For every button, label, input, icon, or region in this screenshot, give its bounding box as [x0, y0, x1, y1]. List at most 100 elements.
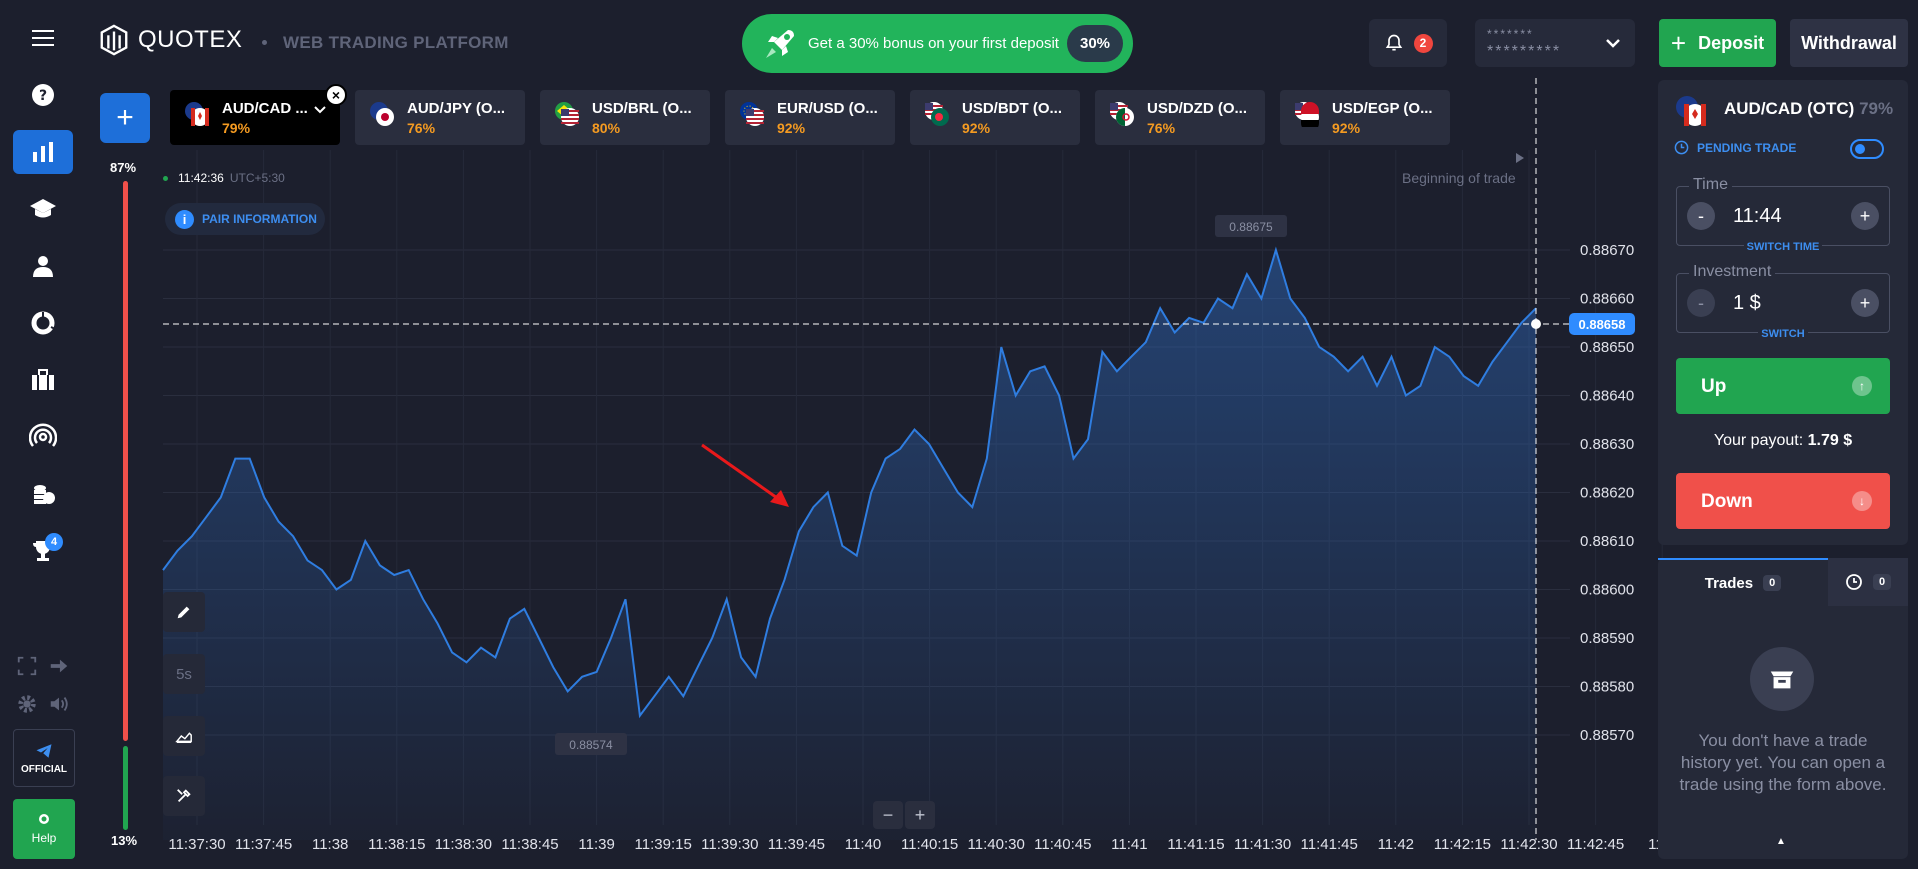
- deposit-label: Deposit: [1698, 32, 1765, 53]
- trades-panel: Trades 0 0 You don't have a trade histor…: [1658, 558, 1908, 859]
- fullscreen-icon[interactable]: [15, 654, 39, 678]
- asset-tab-payout: 92%: [1332, 120, 1361, 136]
- tab-history[interactable]: 0: [1828, 558, 1908, 606]
- zoom-out-button[interactable]: −: [873, 801, 903, 829]
- time-decrease-button[interactable]: -: [1687, 202, 1715, 230]
- selected-asset[interactable]: AUD/CAD (OTC) 79%: [1724, 99, 1893, 119]
- beginning-marker-icon: [1516, 153, 1524, 163]
- settings-gear-icon[interactable]: [15, 692, 39, 716]
- withdrawal-button[interactable]: Withdrawal: [1790, 19, 1908, 67]
- current-price-dot: [1531, 319, 1541, 329]
- analytics-icon[interactable]: [13, 301, 73, 345]
- sentiment-down-percent: 13%: [111, 833, 138, 848]
- promo-bonus-banner[interactable]: Get a 30% bonus on your first deposit 30…: [742, 14, 1133, 73]
- y-tick-label: 0.88670: [1580, 242, 1634, 259]
- tab-trades[interactable]: Trades 0: [1658, 558, 1828, 606]
- up-button[interactable]: Up ↑: [1676, 358, 1890, 414]
- y-tick-label: 0.88650: [1580, 339, 1634, 356]
- asset-tab-aud-jpy[interactable]: AUD/JPY (O... 76%: [355, 90, 525, 145]
- area-chart-icon: [175, 732, 192, 744]
- asset-tab-payout: 92%: [962, 120, 991, 136]
- chevron-down-icon: [1606, 39, 1620, 48]
- x-tick-label: 11:42:30: [1500, 836, 1557, 853]
- asset-tab-aud-cad[interactable]: AUD/CAD ... 79% ×: [170, 84, 347, 145]
- bell-icon: [1385, 34, 1402, 51]
- asset-tab-usd-brl[interactable]: USD/BRL (O... 80%: [540, 90, 710, 145]
- asset-tab-usd-dzd[interactable]: USD/DZD (O... 76%: [1095, 90, 1265, 145]
- pending-trade-toggle[interactable]: [1850, 139, 1884, 159]
- high-price-value: 0.88675: [1229, 220, 1273, 234]
- market-icon[interactable]: [13, 358, 73, 402]
- telegram-icon: [36, 743, 52, 758]
- account-balance-hidden: *********: [1487, 43, 1562, 60]
- menu-icon[interactable]: [13, 16, 73, 60]
- logout-icon[interactable]: [47, 654, 71, 678]
- notifications-button[interactable]: 2: [1369, 19, 1447, 67]
- y-tick-label: 0.88570: [1580, 727, 1634, 744]
- coins-icon[interactable]: [13, 472, 73, 516]
- time-increase-button[interactable]: +: [1851, 202, 1879, 230]
- chart-type-button[interactable]: [163, 716, 205, 756]
- switch-currency-link[interactable]: SWITCH: [1677, 328, 1889, 340]
- usd-dzd-flag-icon: [1110, 102, 1134, 126]
- asset-tab-name: EUR/USD (O...: [777, 100, 878, 117]
- y-tick-label: 0.88620: [1580, 485, 1634, 502]
- trading-chart-icon[interactable]: [13, 130, 73, 174]
- pair-information-button[interactable]: i PAIR INFORMATION: [165, 203, 325, 235]
- arrow-down-icon: ↓: [1852, 491, 1872, 511]
- history-clock-icon: [1846, 574, 1862, 590]
- asset-tab-payout: 76%: [1147, 120, 1176, 136]
- deposit-button[interactable]: + Deposit: [1659, 19, 1776, 67]
- beginning-of-trade-label: Beginning of trade: [1402, 170, 1516, 186]
- switch-time-link[interactable]: SWITCH TIME: [1677, 241, 1889, 253]
- svg-text:?: ?: [39, 88, 47, 104]
- indicators-button[interactable]: [163, 776, 205, 816]
- scroll-up-icon[interactable]: ▲: [1776, 836, 1786, 847]
- trade-panel: AUD/CAD (OTC) 79% PENDING TRADE Time - 1…: [1658, 80, 1908, 545]
- investment-input[interactable]: 1 $: [1733, 292, 1761, 314]
- asset-tab-payout: 80%: [592, 120, 621, 136]
- pending-trade-label: PENDING TRADE: [1697, 140, 1797, 155]
- official-label: OFFICIAL: [20, 763, 68, 775]
- official-telegram-button[interactable]: OFFICIAL: [13, 729, 75, 787]
- support-icon[interactable]: ?: [13, 73, 73, 117]
- help-button[interactable]: Help: [13, 799, 75, 859]
- sentiment-down-bar: [123, 746, 128, 830]
- x-tick-label: 11:37:45: [235, 836, 292, 853]
- profile-icon[interactable]: [13, 244, 73, 288]
- add-asset-button[interactable]: +: [100, 93, 150, 143]
- drawing-pencil-button[interactable]: [163, 592, 205, 632]
- investment-decrease-button[interactable]: -: [1687, 289, 1715, 317]
- x-tick-label: 11:42: [1378, 836, 1414, 853]
- switch-time-label: SWITCH TIME: [1743, 241, 1823, 253]
- quotex-logo[interactable]: QUOTEX: [98, 24, 242, 56]
- x-tick-label: 11:42:45: [1567, 836, 1624, 853]
- account-balance-dropdown[interactable]: ******* *********: [1475, 19, 1635, 67]
- rocket-icon: [766, 29, 794, 58]
- education-icon[interactable]: [13, 187, 73, 231]
- x-tick-label: 11:38:45: [501, 836, 558, 853]
- quotex-logo-icon: [100, 24, 128, 56]
- x-tick-label: 11:39:15: [635, 836, 692, 853]
- payout-label: Your payout:: [1713, 432, 1804, 449]
- timeframe-button[interactable]: 5s: [163, 654, 205, 694]
- empty-box-icon: [1750, 647, 1814, 711]
- asset-tab-eur-usd[interactable]: EUR/USD (O... 92%: [725, 90, 895, 145]
- aud-cad-flag-icon: [1676, 96, 1706, 126]
- asset-tab-usd-egp[interactable]: USD/EGP (O... 92%: [1280, 90, 1450, 145]
- current-price-tag: 0.88658: [1569, 313, 1635, 335]
- x-tick-label: 11:41:15: [1167, 836, 1224, 853]
- asset-tab-usd-bdt[interactable]: USD/BDT (O... 92%: [910, 90, 1080, 145]
- tournaments-icon[interactable]: [13, 529, 73, 573]
- zoom-in-button[interactable]: +: [905, 801, 935, 829]
- sound-icon[interactable]: [47, 692, 71, 716]
- tournament-badge: 4: [45, 533, 63, 551]
- signals-icon[interactable]: [13, 415, 73, 459]
- brand-name: QUOTEX: [138, 26, 243, 53]
- investment-increase-button[interactable]: +: [1851, 289, 1879, 317]
- down-button[interactable]: Down ↓: [1676, 473, 1890, 529]
- eur-usd-flag-icon: [740, 102, 764, 126]
- time-input[interactable]: 11:44: [1733, 205, 1782, 227]
- close-tab-icon[interactable]: ×: [325, 84, 347, 106]
- asset-tab-name: USD/DZD (O...: [1147, 100, 1247, 117]
